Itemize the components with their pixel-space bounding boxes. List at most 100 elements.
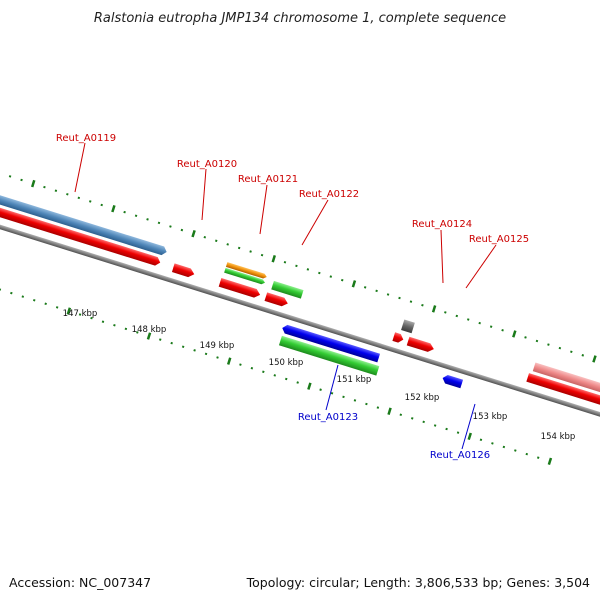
scale-label-148: 148 kbp (132, 325, 167, 335)
tick (283, 261, 287, 264)
tick-major (271, 255, 276, 263)
tick-major (66, 307, 72, 315)
tick (295, 264, 298, 268)
tick (306, 268, 310, 271)
label-reut-a0122[interactable]: Reut_A0122 (299, 189, 359, 200)
tick (134, 214, 138, 218)
reverse-genes (278, 324, 464, 389)
chromosome-backbone (0, 217, 600, 431)
tick (273, 374, 277, 377)
cds-reut-a0124[interactable] (392, 332, 404, 344)
label-reut-a0125[interactable]: Reut_A0125 (469, 234, 529, 245)
tick-major (547, 457, 553, 466)
tick (340, 278, 344, 282)
tick (376, 406, 380, 409)
scale-labels: 147 kbp 148 kbp 149 kbp 150 kbp 151 kbp … (63, 309, 576, 442)
tick (8, 175, 12, 178)
tick (547, 343, 550, 346)
label-reut-a0119[interactable]: Reut_A0119 (56, 133, 116, 144)
tick (180, 228, 184, 232)
tick (89, 200, 92, 203)
tick (21, 295, 25, 298)
tick (514, 449, 517, 452)
tick (10, 291, 13, 295)
outer-tick-row (8, 175, 597, 363)
feature-reut-a0121-orange[interactable] (225, 262, 268, 279)
tick-major (226, 357, 232, 365)
cds-right-edge[interactable] (526, 373, 600, 414)
tick (158, 338, 162, 341)
tick (54, 189, 58, 192)
scale-label-150: 150 kbp (269, 358, 304, 368)
tick (66, 193, 69, 196)
feature-reut-a0124-gray[interactable] (401, 319, 415, 334)
scale-label-153: 153 kbp (473, 412, 508, 422)
forward-genes (0, 190, 600, 403)
tick (170, 341, 173, 345)
tick (124, 327, 128, 331)
tick (409, 300, 413, 303)
tick (353, 399, 357, 402)
tick (157, 221, 161, 225)
tick-major (307, 382, 312, 390)
label-reut-a0124[interactable]: Reut_A0124 (412, 219, 472, 230)
tick-major (351, 280, 357, 288)
tick (169, 225, 172, 228)
tick (78, 313, 82, 316)
cds-reut-a0123[interactable] (281, 324, 381, 363)
feature-reut-a0121-green[interactable] (224, 267, 266, 285)
upper-track (224, 262, 415, 334)
gene-labels: Reut_A0119 Reut_A0120 Reut_A0121 Reut_A0… (56, 133, 529, 461)
tick (43, 185, 46, 189)
callout-line-reut-a0121 (259, 184, 268, 235)
tick-major (512, 330, 517, 338)
tick (399, 413, 403, 416)
tick-major (431, 305, 437, 313)
label-reut-a0123[interactable]: Reut_A0123 (298, 412, 358, 423)
tick (249, 250, 252, 253)
tick (203, 235, 207, 239)
callout-lines (74, 142, 497, 450)
cds-reut-a0119[interactable] (0, 202, 162, 267)
cds-reut-a0122[interactable] (264, 292, 290, 307)
tick (479, 438, 483, 442)
cds-reut-a0126[interactable] (441, 374, 464, 389)
cds-reut-a0121[interactable] (218, 278, 262, 299)
callout-line-reut-a0120 (201, 168, 207, 221)
forward-cds (0, 202, 600, 414)
tick (466, 318, 470, 321)
tick (77, 196, 81, 200)
tick (319, 388, 322, 391)
cds-reut-a0120[interactable] (171, 263, 196, 278)
tick (237, 246, 241, 250)
tick-major (387, 407, 392, 415)
tick (284, 377, 288, 381)
tick (535, 339, 539, 343)
tick (536, 456, 540, 459)
cds-reut-a0125[interactable] (406, 336, 435, 354)
callout-line-reut-a0126 (461, 403, 476, 450)
label-reut-a0120[interactable]: Reut_A0120 (177, 159, 237, 170)
tick-major (592, 355, 597, 363)
tick (342, 395, 345, 399)
tick (489, 325, 493, 328)
tick (20, 178, 23, 182)
tick-major (467, 432, 472, 440)
feature-reut-a0122-green[interactable] (271, 280, 304, 299)
gene-pink[interactable] (532, 362, 600, 403)
tick (363, 286, 367, 289)
gene-reut-a0119[interactable] (0, 190, 168, 257)
tick (558, 346, 562, 350)
tick (365, 402, 368, 406)
tick (260, 253, 264, 257)
gene-reut-a0123[interactable] (278, 335, 380, 376)
callout-line-reut-a0125 (465, 244, 497, 289)
tick (375, 289, 378, 293)
label-reut-a0121[interactable]: Reut_A0121 (238, 174, 298, 185)
label-reut-a0126[interactable]: Reut_A0126 (430, 450, 490, 461)
tick (146, 218, 149, 221)
topology-summary: Topology: circular; Length: 3,806,533 bp… (246, 575, 590, 590)
tick-major (146, 332, 152, 340)
tick (226, 243, 229, 246)
tick (90, 316, 93, 320)
